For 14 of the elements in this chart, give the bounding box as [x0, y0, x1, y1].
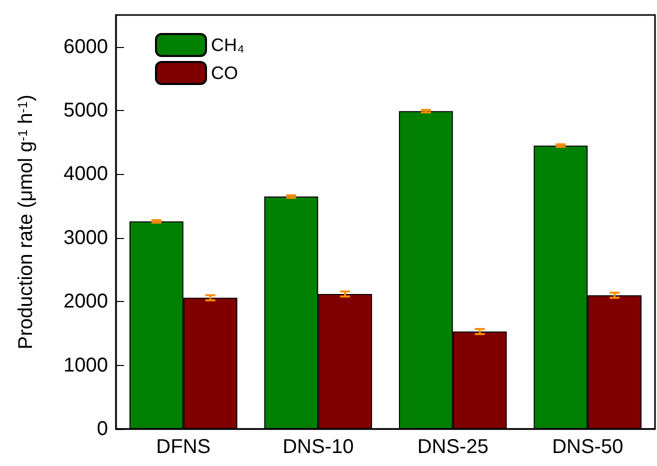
y-tick-label: 0 — [96, 418, 108, 440]
y-axis-title: Production rate (μmol g-1 h-1) — [15, 94, 37, 350]
y-tick-label: 5000 — [64, 100, 108, 122]
y-tick-label: 2000 — [64, 290, 108, 313]
x-tick-label: DNS-10 — [282, 436, 354, 458]
y-tick-label: 3000 — [64, 226, 108, 249]
y-tick-label: 6000 — [64, 36, 108, 58]
legend-label: CO — [211, 63, 238, 83]
y-tick-label: 1000 — [64, 354, 108, 376]
x-tick-label: DFNS — [156, 436, 211, 458]
legend-label: CH₄ — [211, 35, 244, 55]
y-tick-label: 4000 — [64, 163, 108, 186]
x-tick-label: DNS-25 — [417, 436, 488, 458]
x-tick-label: DNS-50 — [552, 436, 624, 458]
